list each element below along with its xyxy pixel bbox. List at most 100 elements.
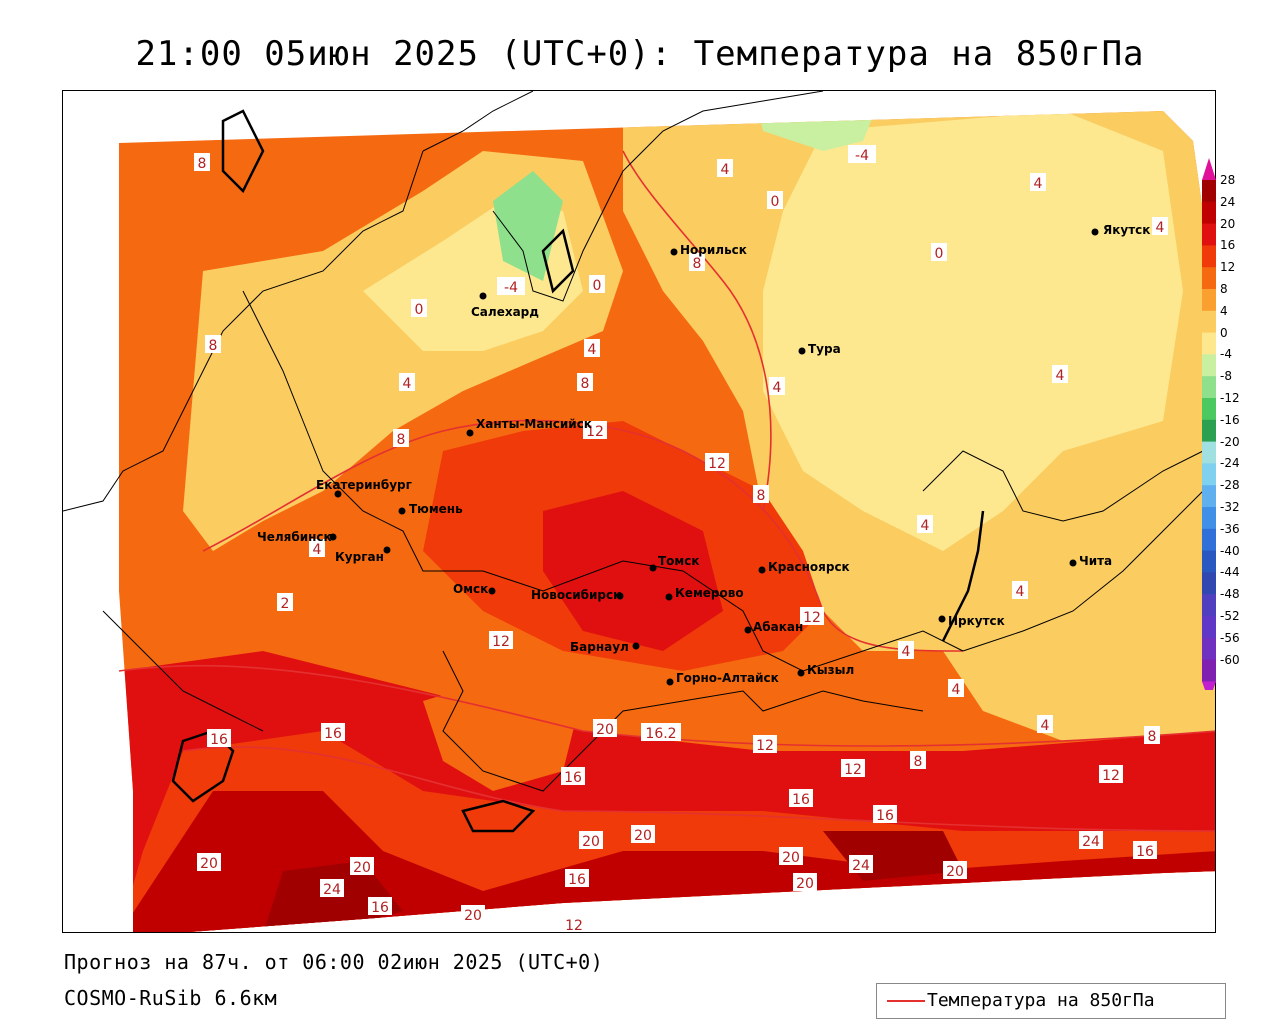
isotherm-label: 20 (596, 722, 614, 738)
isotherm-label: 24 (323, 882, 341, 898)
svg-text:Новосибирск: Новосибирск (531, 588, 621, 602)
colorbar-segment (1202, 659, 1216, 682)
colorbar-tick-label: 12 (1220, 260, 1236, 275)
colorbar-segment (1202, 180, 1216, 203)
city-salekhard[interactable]: Салехард (471, 292, 539, 320)
isotherm-label: 16 (210, 732, 228, 748)
svg-text:Якутск: Якутск (1103, 223, 1150, 237)
colorbar-tick-label: -28 (1220, 478, 1240, 493)
isotherm-label: 16 (568, 872, 586, 888)
colorbar-segment (1202, 354, 1216, 377)
city-krasnoyarsk[interactable]: Красноярск (758, 560, 850, 574)
legend-label: Температура на 850гПа (927, 990, 1155, 1011)
city-kemerovo[interactable]: Кемерово (665, 586, 744, 601)
temperature-map: 8 4 0 -4 -4 4 4 0 4 0 8 0 4 4 8 8 4 4 4 … (63, 91, 1215, 933)
city-yekaterinburg[interactable]: Екатеринбург (316, 478, 412, 498)
city-norilsk[interactable]: Норильск (670, 243, 747, 257)
isotherm-label: 4 (952, 682, 961, 698)
isotherm-label: 20 (582, 834, 600, 850)
city-novosibirsk[interactable]: Новосибирск (531, 588, 624, 602)
city-tomsk[interactable]: Томск (649, 554, 700, 572)
colorbar-tick-label: -48 (1220, 587, 1240, 602)
colorbar-tick-label: -40 (1220, 543, 1240, 558)
colorbar-segment (1202, 528, 1216, 552)
colorbar-tick-label: 28 (1220, 173, 1236, 187)
colorbar-tick-label: -60 (1220, 652, 1240, 667)
colorbar-segment (1202, 376, 1216, 399)
city-omsk[interactable]: Омск (453, 582, 496, 596)
city-tura[interactable]: Тура (798, 342, 841, 356)
svg-text:Барнаул: Барнаул (570, 640, 629, 654)
map-title: 21:00 05июн 2025 (UTC+0): Температура на… (135, 34, 1145, 74)
city-tyumen[interactable]: Тюмень (398, 502, 464, 516)
svg-text:Салехард: Салехард (471, 305, 539, 319)
isotherm-label: 4 (1156, 220, 1165, 236)
city-gorno-altaysk[interactable]: Горно-Алтайск (666, 671, 779, 686)
svg-text:Абакан: Абакан (753, 620, 803, 634)
isotherm-label: 20 (782, 850, 800, 866)
colorbar-tick-label: -8 (1220, 369, 1232, 384)
colorbar-tick-label: 0 (1220, 325, 1228, 340)
svg-text:Чита: Чита (1079, 554, 1112, 568)
isotherm-label: 16 (324, 726, 342, 742)
isotherm-label: 16 (564, 770, 582, 786)
map-area[interactable]: 8 4 0 -4 -4 4 4 0 4 0 8 0 4 4 8 8 4 4 4 … (62, 90, 1216, 933)
isotherm-label: 16.2 (645, 726, 676, 742)
city-chelyabinsk[interactable]: Челябинск (257, 530, 337, 544)
city-barnaul[interactable]: Барнаул (570, 640, 640, 654)
svg-text:Норильск: Норильск (680, 243, 747, 257)
temperature-colorbar (1202, 158, 1216, 690)
isotherm-label: 4 (1056, 368, 1065, 384)
colorbar-segment (1202, 419, 1216, 443)
isotherm-label: -4 (855, 148, 869, 164)
isotherm-label: 12 (565, 918, 583, 933)
isotherm-label: 4 (313, 542, 322, 558)
colorbar-segment (1202, 245, 1216, 268)
svg-text:Челябинск: Челябинск (257, 530, 332, 544)
colorbar-segment (1202, 485, 1216, 508)
isotherm-label: -4 (504, 280, 518, 296)
isotherm-label: 8 (198, 156, 207, 172)
model-name: COSMO-RuSib 6.6км (64, 986, 278, 1010)
isotherm-label: 20 (353, 860, 371, 876)
isotherm-label: 4 (902, 644, 911, 660)
colorbar-tick-label: -44 (1220, 565, 1240, 580)
city-khanty-mansiysk[interactable]: Ханты-Мансийск (466, 417, 592, 437)
colorbar-tick-label: 8 (1220, 282, 1228, 296)
isotherm-label: 8 (757, 488, 766, 504)
isotherm-label: 20 (634, 828, 652, 844)
isotherm-label: 20 (200, 856, 218, 872)
svg-text:Омск: Омск (453, 582, 488, 596)
isotherm-label: 12 (492, 634, 510, 650)
svg-text:Горно-Алтайск: Горно-Алтайск (676, 671, 779, 685)
colorbar-tick-label: -36 (1220, 521, 1240, 536)
city-irkutsk[interactable]: Иркутск (938, 614, 1005, 628)
svg-text:Курган: Курган (335, 550, 384, 564)
isotherm-label: 0 (415, 302, 424, 318)
city-chita[interactable]: Чита (1069, 554, 1113, 568)
city-markers: Норильск Якутск Салехард Тура Ханты-Манс… (257, 223, 1150, 686)
colorbar-top-arrow (1202, 158, 1216, 180)
colorbar-segment (1202, 310, 1216, 334)
svg-text:Красноярск: Красноярск (768, 560, 850, 574)
city-yakutsk[interactable]: Якутск (1091, 223, 1151, 237)
isotherm-label: 24 (852, 858, 870, 874)
isotherm-label: 8 (397, 432, 406, 448)
colorbar-segment (1202, 441, 1216, 464)
isotherm-label: 12 (756, 738, 774, 754)
isotherm-label: 4 (1041, 718, 1050, 734)
isotherm-label: 16 (1136, 844, 1154, 860)
svg-text:Тюмень: Тюмень (409, 502, 463, 516)
isotherm-label: 8 (914, 754, 923, 770)
colorbar-tick-label: -12 (1220, 391, 1240, 405)
forecast-info: Прогноз на 87ч. от 06:00 02июн 2025 (UTC… (64, 950, 604, 974)
colorbar-segment (1202, 463, 1216, 486)
city-kyzyl[interactable]: Кызыл (797, 663, 855, 677)
colorbar-tick-label: 20 (1220, 216, 1236, 231)
colorbar-segment (1202, 201, 1216, 225)
isotherm-label: 12 (803, 610, 821, 626)
city-kurgan[interactable]: Курган (335, 546, 391, 565)
colorbar-tick-label: -52 (1220, 609, 1240, 623)
city-abakan[interactable]: Абакан (744, 620, 804, 634)
colorbar-segment (1202, 550, 1216, 573)
